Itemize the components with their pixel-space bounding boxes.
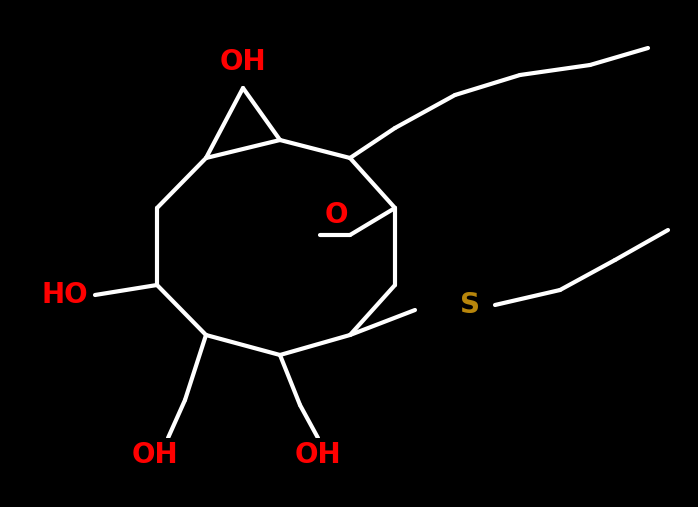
Text: OH: OH bbox=[132, 441, 178, 469]
Text: S: S bbox=[460, 291, 480, 319]
Text: O: O bbox=[325, 201, 348, 229]
Text: OH: OH bbox=[220, 48, 267, 76]
Text: OH: OH bbox=[295, 441, 341, 469]
Text: HO: HO bbox=[42, 281, 89, 309]
